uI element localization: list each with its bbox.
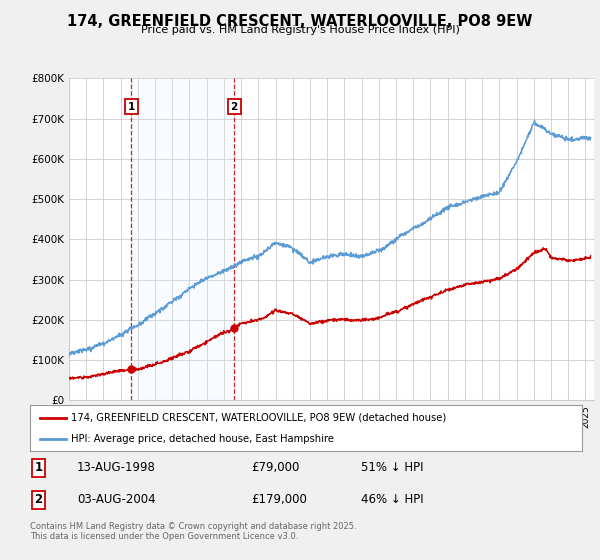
Text: 174, GREENFIELD CRESCENT, WATERLOOVILLE, PO8 9EW (detached house): 174, GREENFIELD CRESCENT, WATERLOOVILLE,… — [71, 413, 446, 423]
Text: 2: 2 — [34, 493, 43, 506]
Text: £79,000: £79,000 — [251, 461, 299, 474]
Text: 2: 2 — [230, 101, 238, 111]
Text: 46% ↓ HPI: 46% ↓ HPI — [361, 493, 424, 506]
Text: Price paid vs. HM Land Registry's House Price Index (HPI): Price paid vs. HM Land Registry's House … — [140, 25, 460, 35]
Text: 03-AUG-2004: 03-AUG-2004 — [77, 493, 155, 506]
Text: 1: 1 — [34, 461, 43, 474]
Text: £179,000: £179,000 — [251, 493, 307, 506]
Bar — [131, 78, 234, 400]
Text: 13-AUG-1998: 13-AUG-1998 — [77, 461, 156, 474]
Text: 1: 1 — [128, 101, 135, 111]
Text: 51% ↓ HPI: 51% ↓ HPI — [361, 461, 424, 474]
Text: HPI: Average price, detached house, East Hampshire: HPI: Average price, detached house, East… — [71, 434, 334, 444]
Text: 174, GREENFIELD CRESCENT, WATERLOOVILLE, PO8 9EW: 174, GREENFIELD CRESCENT, WATERLOOVILLE,… — [67, 14, 533, 29]
Text: Contains HM Land Registry data © Crown copyright and database right 2025.
This d: Contains HM Land Registry data © Crown c… — [30, 522, 356, 542]
